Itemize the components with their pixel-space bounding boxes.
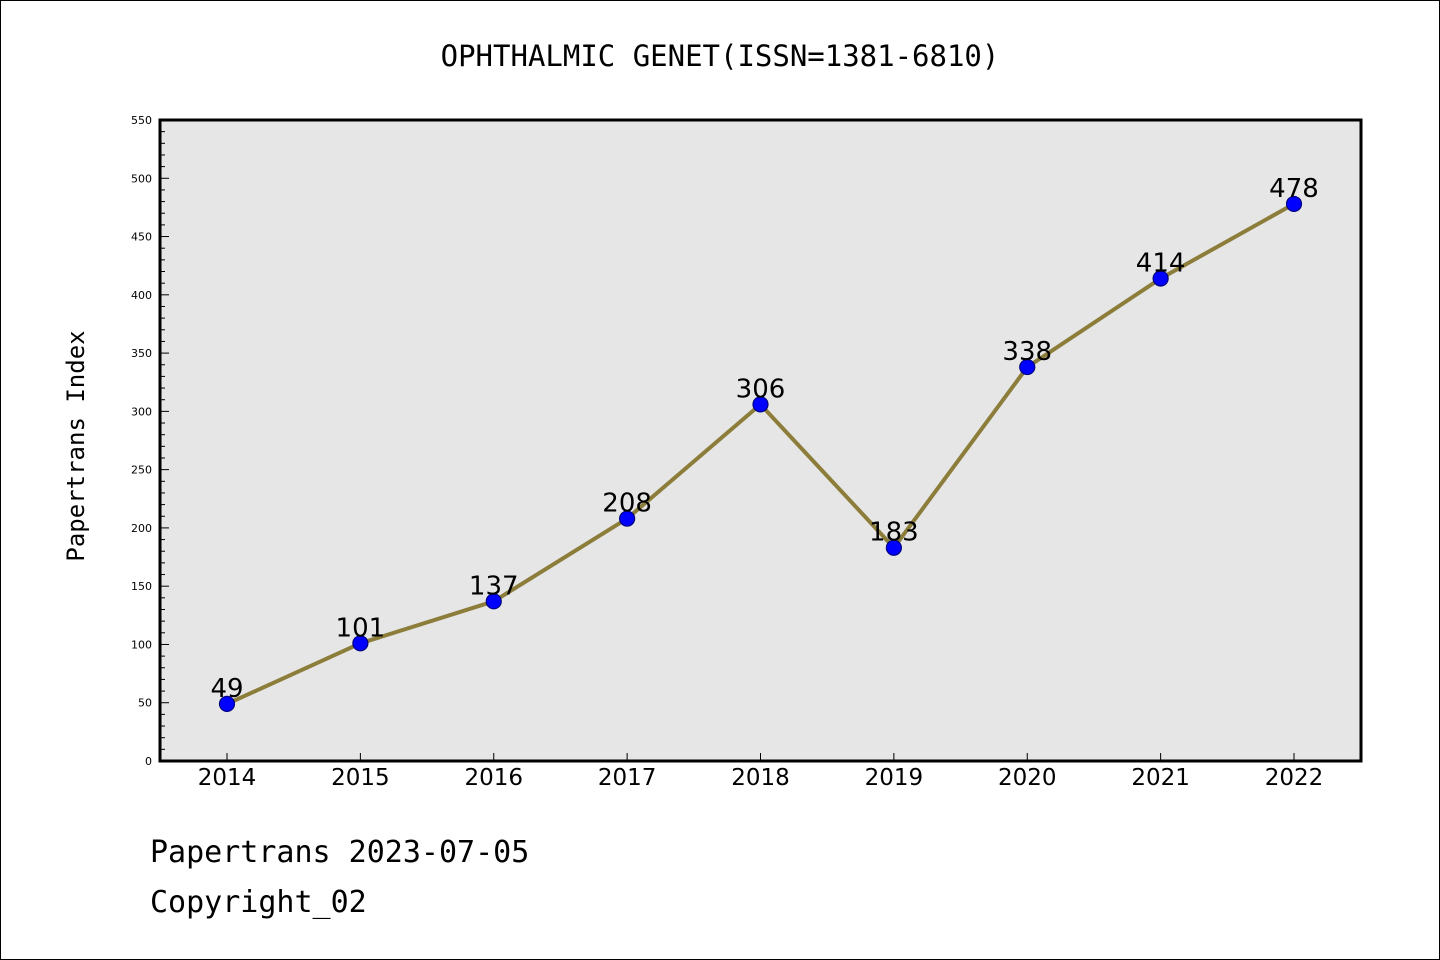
x-tick-label: 2016 xyxy=(464,765,523,791)
y-tick-label: 300 xyxy=(131,405,152,418)
x-tick-label: 2021 xyxy=(1131,765,1190,791)
y-tick-label: 550 xyxy=(131,114,152,127)
x-tick-label: 2014 xyxy=(198,765,257,791)
footer-copyright-text: Copyright_02 xyxy=(150,885,367,920)
data-point-marker xyxy=(485,593,502,610)
data-label: 306 xyxy=(736,374,786,404)
data-point-marker xyxy=(352,635,369,652)
plot-border xyxy=(158,118,1363,763)
footer-date-text: Papertrans 2023-07-05 xyxy=(150,835,530,870)
data-point-marker xyxy=(1285,195,1303,213)
chart-title: OPHTHALMIC GENET(ISSN=1381-6810) xyxy=(441,39,1000,73)
x-tick-label: 2015 xyxy=(331,765,390,791)
x-tick-label: 2018 xyxy=(731,765,790,791)
data-label: 478 xyxy=(1269,174,1319,204)
data-point-marker xyxy=(885,539,902,556)
plot-area: 0 50 100 150 200 250 300 350 400 450 500 550 2014 201… xyxy=(131,114,1363,791)
y-tick-label: 350 xyxy=(131,347,152,360)
x-tick-label: 2019 xyxy=(865,765,924,791)
y-tick-label: 0 xyxy=(145,755,152,768)
data-point-marker xyxy=(752,396,769,413)
data-point-marker xyxy=(619,510,636,527)
x-tick-label: 2022 xyxy=(1265,765,1324,791)
data-point-marker xyxy=(218,695,236,712)
y-tick-label: 50 xyxy=(138,697,152,710)
y-tick-label: 100 xyxy=(131,638,152,651)
data-label: 49 xyxy=(210,674,243,704)
x-tick-label: 2020 xyxy=(998,765,1057,791)
data-label: 208 xyxy=(602,489,652,519)
plot-background xyxy=(160,120,1361,761)
y-tick-label: 250 xyxy=(131,464,152,477)
x-tick-label: 2017 xyxy=(598,765,657,791)
data-point-marker xyxy=(1019,358,1036,376)
y-tick-label: 500 xyxy=(131,172,152,185)
y-axis-label: Papertrans Index xyxy=(62,330,90,561)
data-label: 183 xyxy=(869,518,919,548)
y-tick-label: 400 xyxy=(131,289,152,302)
y-tick-label: 150 xyxy=(131,580,152,593)
data-label: 338 xyxy=(1002,337,1052,367)
data-label: 137 xyxy=(469,571,519,601)
data-label: 414 xyxy=(1136,249,1186,279)
data-point-marker xyxy=(1152,270,1169,287)
y-tick-label: 200 xyxy=(131,522,152,535)
y-tick-label: 450 xyxy=(131,231,152,244)
data-label: 101 xyxy=(336,613,386,643)
